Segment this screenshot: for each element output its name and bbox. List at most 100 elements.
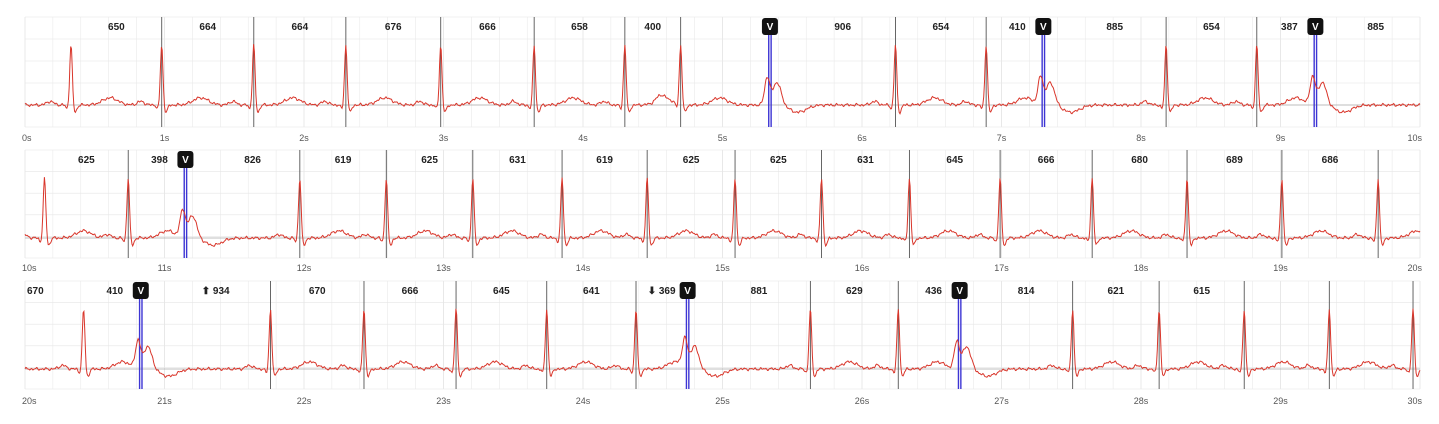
pvc-marker[interactable]: V: [951, 282, 968, 389]
pvc-badge-label: V: [1312, 22, 1319, 33]
time-tick-label: 29s: [1273, 396, 1288, 406]
time-tick-label: 1s: [160, 133, 170, 143]
time-tick-label: 2s: [299, 133, 309, 143]
time-tick-label: 23s: [436, 396, 451, 406]
rr-interval-label: 631: [857, 155, 874, 166]
time-tick-label: 7s: [997, 133, 1007, 143]
time-tick-label: 20s: [1407, 263, 1422, 273]
rr-interval-label: 686: [1322, 155, 1339, 166]
pvc-badge-label: V: [767, 22, 774, 33]
rr-interval-label: 906: [834, 22, 851, 33]
rr-interval-label: 621: [1108, 286, 1125, 297]
pvc-badge: [1307, 18, 1324, 35]
ecg-trace: [24, 44, 1421, 115]
rr-interval-label: 387: [1281, 22, 1298, 33]
rr-interval-label: 666: [479, 22, 496, 33]
rr-interval-label: 654: [932, 22, 949, 33]
rr-interval-label: 619: [335, 155, 352, 166]
time-tick-label: 4s: [578, 133, 588, 143]
time-tick-label: 13s: [436, 263, 451, 273]
time-tick-label: 30s: [1407, 396, 1422, 406]
time-tick-label: 10s: [22, 263, 37, 273]
pvc-badge-label: V: [956, 286, 963, 297]
rr-interval-label: 436: [925, 286, 942, 297]
time-tick-label: 9s: [1276, 133, 1286, 143]
rr-interval-label: 398: [151, 155, 168, 166]
rr-interval-label: ⬇ 369: [648, 286, 676, 297]
pvc-badge: [1035, 18, 1052, 35]
rr-interval-label: 400: [644, 22, 661, 33]
rr-interval-label: 619: [596, 155, 613, 166]
time-tick-label: 14s: [576, 263, 591, 273]
rr-interval-label: 664: [199, 22, 216, 33]
rr-interval-label: 658: [571, 22, 588, 33]
time-tick-label: 15s: [715, 263, 730, 273]
pvc-marker[interactable]: V: [679, 282, 696, 389]
pvc-badge-label: V: [684, 286, 691, 297]
ecg-strip-3: 20s 21s 22s 23s 24s 25s 26s 27s 28s 29s 30s 670 V 410…: [22, 280, 1422, 406]
time-tick-label: 28s: [1134, 396, 1149, 406]
pvc-marker[interactable]: V: [1307, 18, 1324, 127]
ecg-strip-2: 10s 11s 12s 13s 14s 15s 16s 17s 18s 19s 20s 625 V 398…: [22, 149, 1422, 273]
time-tick-label: 19s: [1273, 263, 1288, 273]
rr-interval-label: 631: [509, 155, 526, 166]
pvc-badge: [177, 151, 194, 168]
pvc-badge: [679, 282, 696, 299]
rr-interval-label: 666: [402, 286, 419, 297]
time-tick-label: 16s: [855, 263, 870, 273]
rr-interval-label: 814: [1018, 286, 1035, 297]
time-tick-label: 20s: [22, 396, 37, 406]
time-tick-label: 25s: [715, 396, 730, 406]
rr-interval-label: 670: [309, 286, 326, 297]
rr-interval-label: 676: [385, 22, 402, 33]
rr-interval-label: 641: [583, 286, 600, 297]
rr-interval-label: 666: [1038, 155, 1055, 166]
pvc-badge-label: V: [1040, 22, 1047, 33]
ecg-trace: [24, 177, 1421, 248]
strip-grid: [24, 16, 1421, 128]
rr-interval-label: 629: [846, 286, 863, 297]
pvc-marker[interactable]: V: [132, 282, 149, 389]
time-tick-label: 27s: [994, 396, 1009, 406]
rr-interval-label: 826: [244, 155, 261, 166]
rr-interval-label: 670: [27, 286, 44, 297]
rr-interval-label: 645: [493, 286, 510, 297]
time-tick-label: 24s: [576, 396, 591, 406]
time-tick-label: 17s: [994, 263, 1009, 273]
pvc-marker[interactable]: V: [1035, 18, 1052, 127]
rr-interval-label: ⬆ 934: [202, 286, 230, 297]
rr-interval-label: 625: [683, 155, 700, 166]
rr-interval-label: 410: [106, 286, 123, 297]
pvc-badge: [951, 282, 968, 299]
time-tick-label: 0s: [22, 133, 32, 143]
rr-interval-label: 410: [1009, 22, 1026, 33]
rr-interval-label: 625: [421, 155, 438, 166]
rr-interval-label: 689: [1226, 155, 1243, 166]
time-tick-label: 8s: [1136, 133, 1146, 143]
time-tick-label: 26s: [855, 396, 870, 406]
rr-interval-label: 881: [751, 286, 768, 297]
time-tick-label: 21s: [157, 396, 172, 406]
pvc-badge: [761, 18, 778, 35]
time-tick-label: 3s: [439, 133, 449, 143]
strip-grid: [24, 149, 1421, 259]
rr-interval-label: 645: [946, 155, 963, 166]
pvc-badge-label: V: [182, 155, 189, 166]
pvc-marker[interactable]: V: [761, 18, 778, 127]
rr-interval-label: 664: [291, 22, 308, 33]
time-tick-label: 12s: [297, 263, 312, 273]
rr-interval-label: 885: [1106, 22, 1123, 33]
time-tick-label: 22s: [297, 396, 312, 406]
pvc-badge-label: V: [137, 286, 144, 297]
strip-grid: [24, 280, 1421, 390]
ecg-strip-1: 0s 1s 2s 3s 4s 5s 6s 7s 8s 9s 10s 650 664 664 676 666 65…: [22, 16, 1422, 143]
rr-interval-label: 615: [1193, 286, 1210, 297]
rr-interval-label: 625: [770, 155, 787, 166]
pvc-badge: [132, 282, 149, 299]
pvc-marker[interactable]: V: [177, 151, 194, 258]
rr-interval-label: 680: [1131, 155, 1148, 166]
rr-interval-label: 650: [108, 22, 125, 33]
rr-interval-label: 885: [1367, 22, 1384, 33]
time-tick-label: 18s: [1134, 263, 1149, 273]
